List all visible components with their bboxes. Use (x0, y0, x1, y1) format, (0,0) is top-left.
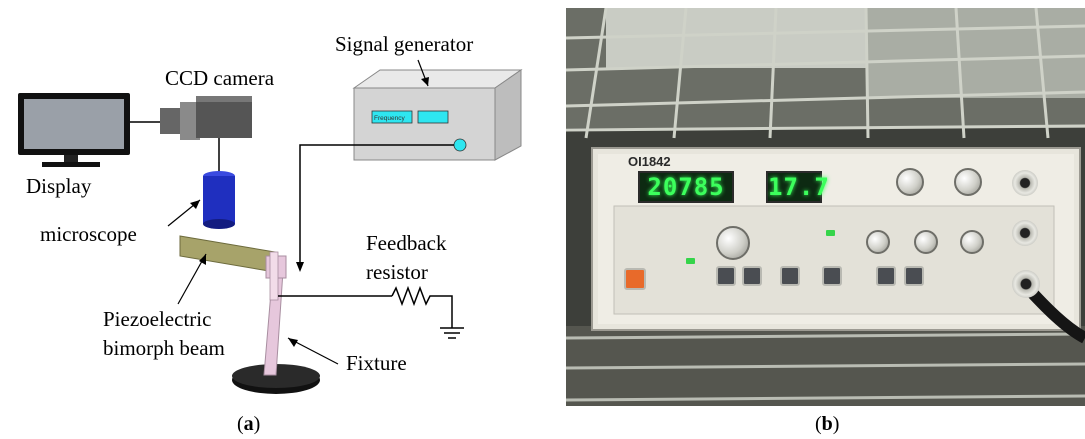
frequency-screen-label: Frequency (374, 115, 405, 122)
signal-generator-photo: OI1842 20785 17.7 (566, 8, 1085, 406)
microscope-icon (203, 171, 235, 229)
output-jack-top[interactable] (1012, 170, 1038, 196)
label-microscope: microscope (40, 222, 137, 246)
shelf-background (566, 8, 1085, 406)
waveform-knob[interactable] (866, 230, 890, 254)
offset-knob[interactable] (914, 230, 938, 254)
display-monitor-icon (18, 93, 130, 167)
signal-generator-icon (352, 69, 523, 161)
label-resistor: resistor (366, 260, 428, 284)
power-button[interactable] (624, 268, 646, 290)
amplitude-display: 17.7 (766, 171, 830, 203)
ccd-camera-icon (160, 96, 252, 140)
caption-a: (a) (237, 413, 261, 435)
label-feedback: Feedback (366, 231, 447, 255)
wave-button[interactable] (822, 266, 842, 286)
range-up-button[interactable] (716, 266, 736, 286)
tl-knob-1[interactable] (896, 168, 924, 196)
label-fixture: Fixture (346, 351, 407, 375)
sweep-button[interactable] (780, 266, 800, 286)
label-piezoelectric: Piezoelectric (103, 307, 212, 331)
output-jack-mid[interactable] (1012, 220, 1038, 246)
tl-knob-2[interactable] (954, 168, 982, 196)
frequency-knob[interactable] (716, 226, 750, 260)
piezoelectric-beam-icon (179, 235, 276, 273)
atten-20db-button[interactable] (876, 266, 896, 286)
fixture-icon (232, 251, 320, 394)
label-display: Display (26, 174, 92, 198)
status-led (826, 230, 835, 236)
label-ccd-camera: CCD camera (165, 66, 275, 90)
caption-b: (b) (815, 413, 840, 435)
output-jack-bottom[interactable] (1012, 270, 1040, 298)
ground-icon (440, 327, 464, 339)
atten-40db-button[interactable] (904, 266, 924, 286)
frequency-display: 20785 (638, 171, 734, 203)
range-down-button[interactable] (742, 266, 762, 286)
label-signal-generator: Signal generator (335, 32, 474, 56)
device-model-label: OI1842 (628, 154, 671, 169)
experimental-setup-diagram: Frequency (18, 59, 523, 394)
amplitude-knob[interactable] (960, 230, 984, 254)
label-bimorph-beam: bimorph beam (103, 336, 225, 360)
range-led (686, 258, 695, 264)
